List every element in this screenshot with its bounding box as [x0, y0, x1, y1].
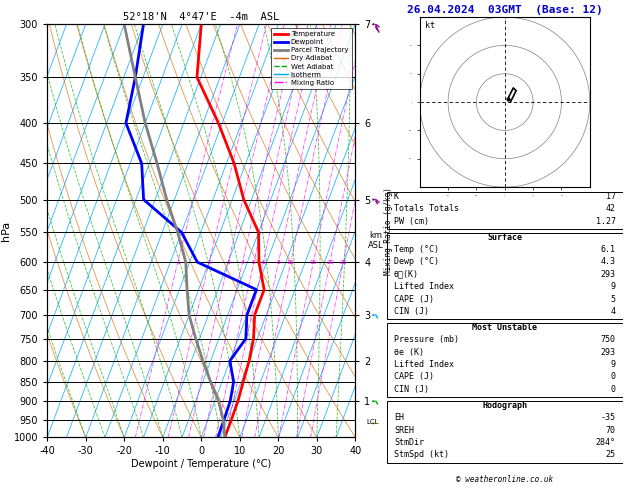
Text: 25: 25	[339, 260, 347, 265]
Legend: Temperature, Dewpoint, Parcel Trajectory, Dry Adiabat, Wet Adiabat, Isotherm, Mi: Temperature, Dewpoint, Parcel Trajectory…	[270, 28, 352, 89]
Text: 0: 0	[611, 372, 616, 382]
Text: 5: 5	[252, 260, 256, 265]
Text: 9: 9	[611, 360, 616, 369]
Text: 293: 293	[601, 270, 616, 279]
Text: Surface: Surface	[487, 233, 522, 242]
Text: kt: kt	[425, 21, 435, 30]
Text: 6: 6	[261, 260, 265, 265]
Text: 26.04.2024  03GMT  (Base: 12): 26.04.2024 03GMT (Base: 12)	[407, 4, 603, 15]
Text: Dewp (°C): Dewp (°C)	[394, 258, 439, 266]
Text: Totals Totals: Totals Totals	[394, 204, 459, 213]
Text: θᴄ(K): θᴄ(K)	[394, 270, 419, 279]
Text: 15: 15	[309, 260, 317, 265]
Text: EH: EH	[394, 413, 404, 422]
Text: 52°18'N  4°47'E  -4m  ASL: 52°18'N 4°47'E -4m ASL	[123, 12, 279, 22]
Bar	[387, 233, 623, 319]
Text: Hodograph: Hodograph	[482, 401, 527, 410]
Text: 1.27: 1.27	[596, 217, 616, 226]
Text: 6.1: 6.1	[601, 245, 616, 254]
Text: © weatheronline.co.uk: © weatheronline.co.uk	[456, 474, 554, 484]
Y-axis label: km
ASL: km ASL	[369, 231, 384, 250]
Text: 20: 20	[326, 260, 334, 265]
Text: StmDir: StmDir	[394, 438, 424, 447]
Text: 10: 10	[287, 260, 294, 265]
Text: K: K	[394, 192, 399, 201]
X-axis label: Dewpoint / Temperature (°C): Dewpoint / Temperature (°C)	[131, 459, 271, 469]
Text: 4: 4	[611, 307, 616, 316]
Text: 293: 293	[601, 347, 616, 357]
Text: θe (K): θe (K)	[394, 347, 424, 357]
Text: Lifted Index: Lifted Index	[394, 360, 454, 369]
Text: Mixing Ratio (g/kg): Mixing Ratio (g/kg)	[384, 187, 392, 275]
Text: Lifted Index: Lifted Index	[394, 282, 454, 291]
Text: 3: 3	[226, 260, 230, 265]
Text: 4: 4	[240, 260, 245, 265]
Text: 5: 5	[611, 295, 616, 304]
Text: CIN (J): CIN (J)	[394, 307, 429, 316]
Text: 2: 2	[207, 260, 211, 265]
Text: 17: 17	[606, 192, 616, 201]
Bar	[387, 323, 623, 397]
Text: Pressure (mb): Pressure (mb)	[394, 335, 459, 345]
Text: 25: 25	[606, 451, 616, 459]
Bar	[387, 192, 623, 229]
Text: 42: 42	[606, 204, 616, 213]
Text: CIN (J): CIN (J)	[394, 385, 429, 394]
Text: 1: 1	[176, 260, 180, 265]
Y-axis label: hPa: hPa	[1, 221, 11, 241]
Text: 0: 0	[611, 385, 616, 394]
Text: 750: 750	[601, 335, 616, 345]
Text: SREH: SREH	[394, 426, 414, 434]
Text: Most Unstable: Most Unstable	[472, 323, 537, 332]
Text: -35: -35	[601, 413, 616, 422]
Text: 4.3: 4.3	[601, 258, 616, 266]
Text: CAPE (J): CAPE (J)	[394, 295, 434, 304]
Text: LCL: LCL	[367, 418, 379, 425]
Text: StmSpd (kt): StmSpd (kt)	[394, 451, 449, 459]
Text: 9: 9	[611, 282, 616, 291]
Text: PW (cm): PW (cm)	[394, 217, 429, 226]
Bar	[387, 401, 623, 463]
Text: 284°: 284°	[596, 438, 616, 447]
Text: 70: 70	[606, 426, 616, 434]
Text: 8: 8	[277, 260, 281, 265]
Text: CAPE (J): CAPE (J)	[394, 372, 434, 382]
Text: Temp (°C): Temp (°C)	[394, 245, 439, 254]
